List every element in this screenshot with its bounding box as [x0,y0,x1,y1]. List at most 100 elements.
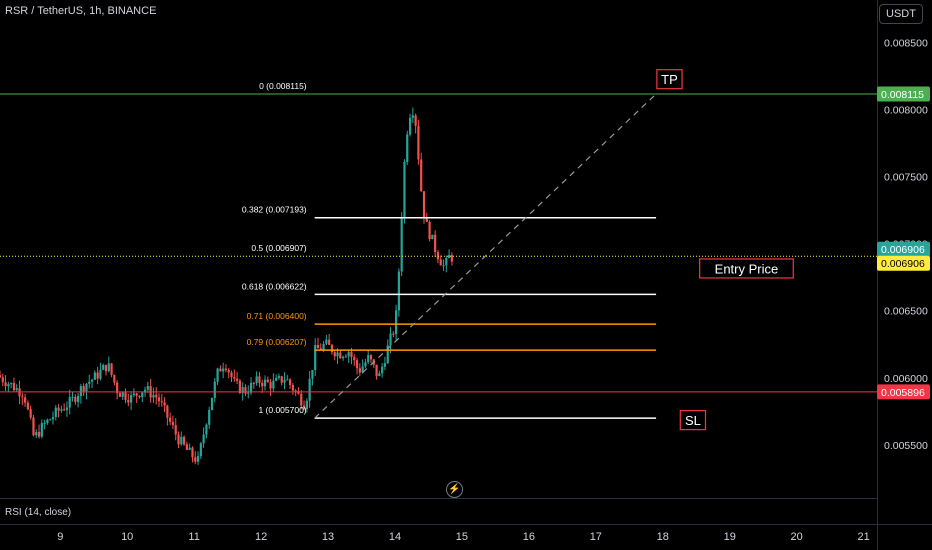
currency-button[interactable]: USDT [879,4,923,24]
candle-body [375,364,378,376]
candle-body [277,376,281,378]
candle-body [347,352,350,357]
candle-body [51,416,55,420]
y-tick-label: 0.005500 [884,440,928,452]
candle-body [344,356,347,358]
candle-body [434,234,437,253]
candle-body [238,380,241,393]
candle-body [336,352,339,357]
candle-body [428,221,431,240]
price-label: 0.006906 [881,258,925,270]
candle-body [21,396,24,398]
lightning-icon[interactable]: ⚡ [446,481,463,498]
candle-body [0,375,2,378]
candle-body [74,396,77,402]
annotation-box [679,410,707,431]
candle-body [65,407,69,410]
candle-body [342,356,345,359]
candle-body [230,372,233,378]
candle-body [263,379,267,387]
candle-body [367,355,370,363]
overlays: 0 (0.008115) 0.382 (0.007193) 0.5 (0.00690… [0,69,877,431]
price-label: 0.008115 [881,89,924,101]
candle-body [77,396,80,402]
candle-body [392,333,395,335]
candle-body [166,405,169,418]
candle-body [24,397,27,403]
candle-body [294,390,297,392]
x-tick-label: 9 [57,531,63,543]
candle-body [54,407,57,417]
candle-body [378,373,381,376]
candle-body [302,405,306,410]
fib-label: 0.618 (0.006622) [242,281,307,291]
candle-body [199,443,202,457]
candle-body [113,374,116,383]
x-tick-label: 19 [724,531,736,543]
x-tick-label: 11 [188,531,199,543]
candle-body [369,355,373,360]
candle-body [400,218,403,272]
candle-body [261,382,264,387]
candle-body [63,409,66,411]
candle-body [272,380,275,389]
candle-body [406,134,409,163]
x-tick-label: 17 [590,531,602,543]
candle-body [141,392,144,398]
candle-body [7,384,10,387]
candle-body [135,393,138,396]
candle-body [124,392,127,400]
candle-body [383,363,387,367]
candles [0,107,453,465]
candle-body [219,368,222,372]
candle-body [163,402,166,406]
candle-body [316,345,320,349]
y-tick-label: 0.007500 [884,172,928,184]
candle-body [174,425,177,435]
candle-body [118,393,122,397]
annotation-label: SL [685,413,701,428]
candle-body [205,424,208,435]
candle-body [177,434,180,445]
candle-body [300,393,303,406]
candle-body [138,395,141,398]
candle-body [93,372,96,380]
fib-label: 0.71 (0.006400) [247,311,307,321]
y-tick-label: 0.008000 [884,104,928,116]
candle-body [49,419,52,421]
candle-body [169,417,172,422]
trend-line [314,93,657,419]
x-tick-label: 15 [456,531,468,543]
candle-body [339,352,342,359]
candle-body [160,401,163,403]
candle-body [397,271,400,311]
candle-body [185,444,188,450]
candle-body [283,379,286,383]
candle-body [297,391,300,394]
candle-body [110,363,113,375]
candle-body [35,431,38,436]
price-label-bg [877,384,930,400]
candle-body [255,376,258,384]
candle-body [403,162,406,219]
candle-body [350,352,353,358]
candle-body [395,310,398,335]
candle-body [252,382,255,384]
x-tick-label: 13 [322,531,334,543]
candle-body [183,436,186,445]
candle-body [57,407,60,411]
x-tick-label: 12 [255,531,267,543]
x-tick-label: 14 [389,531,401,543]
fib-label: 0.79 (0.006207) [247,337,307,347]
candle-body [71,396,74,398]
candle-body [188,447,191,450]
annotation-box [699,258,794,279]
candle-body [146,386,149,390]
candle-body [386,345,389,364]
candle-body [442,265,445,267]
candle-body [431,234,434,240]
candle-body [236,378,239,381]
candle-body [308,378,311,401]
fib-label: 1 (0.005700) [258,405,306,415]
